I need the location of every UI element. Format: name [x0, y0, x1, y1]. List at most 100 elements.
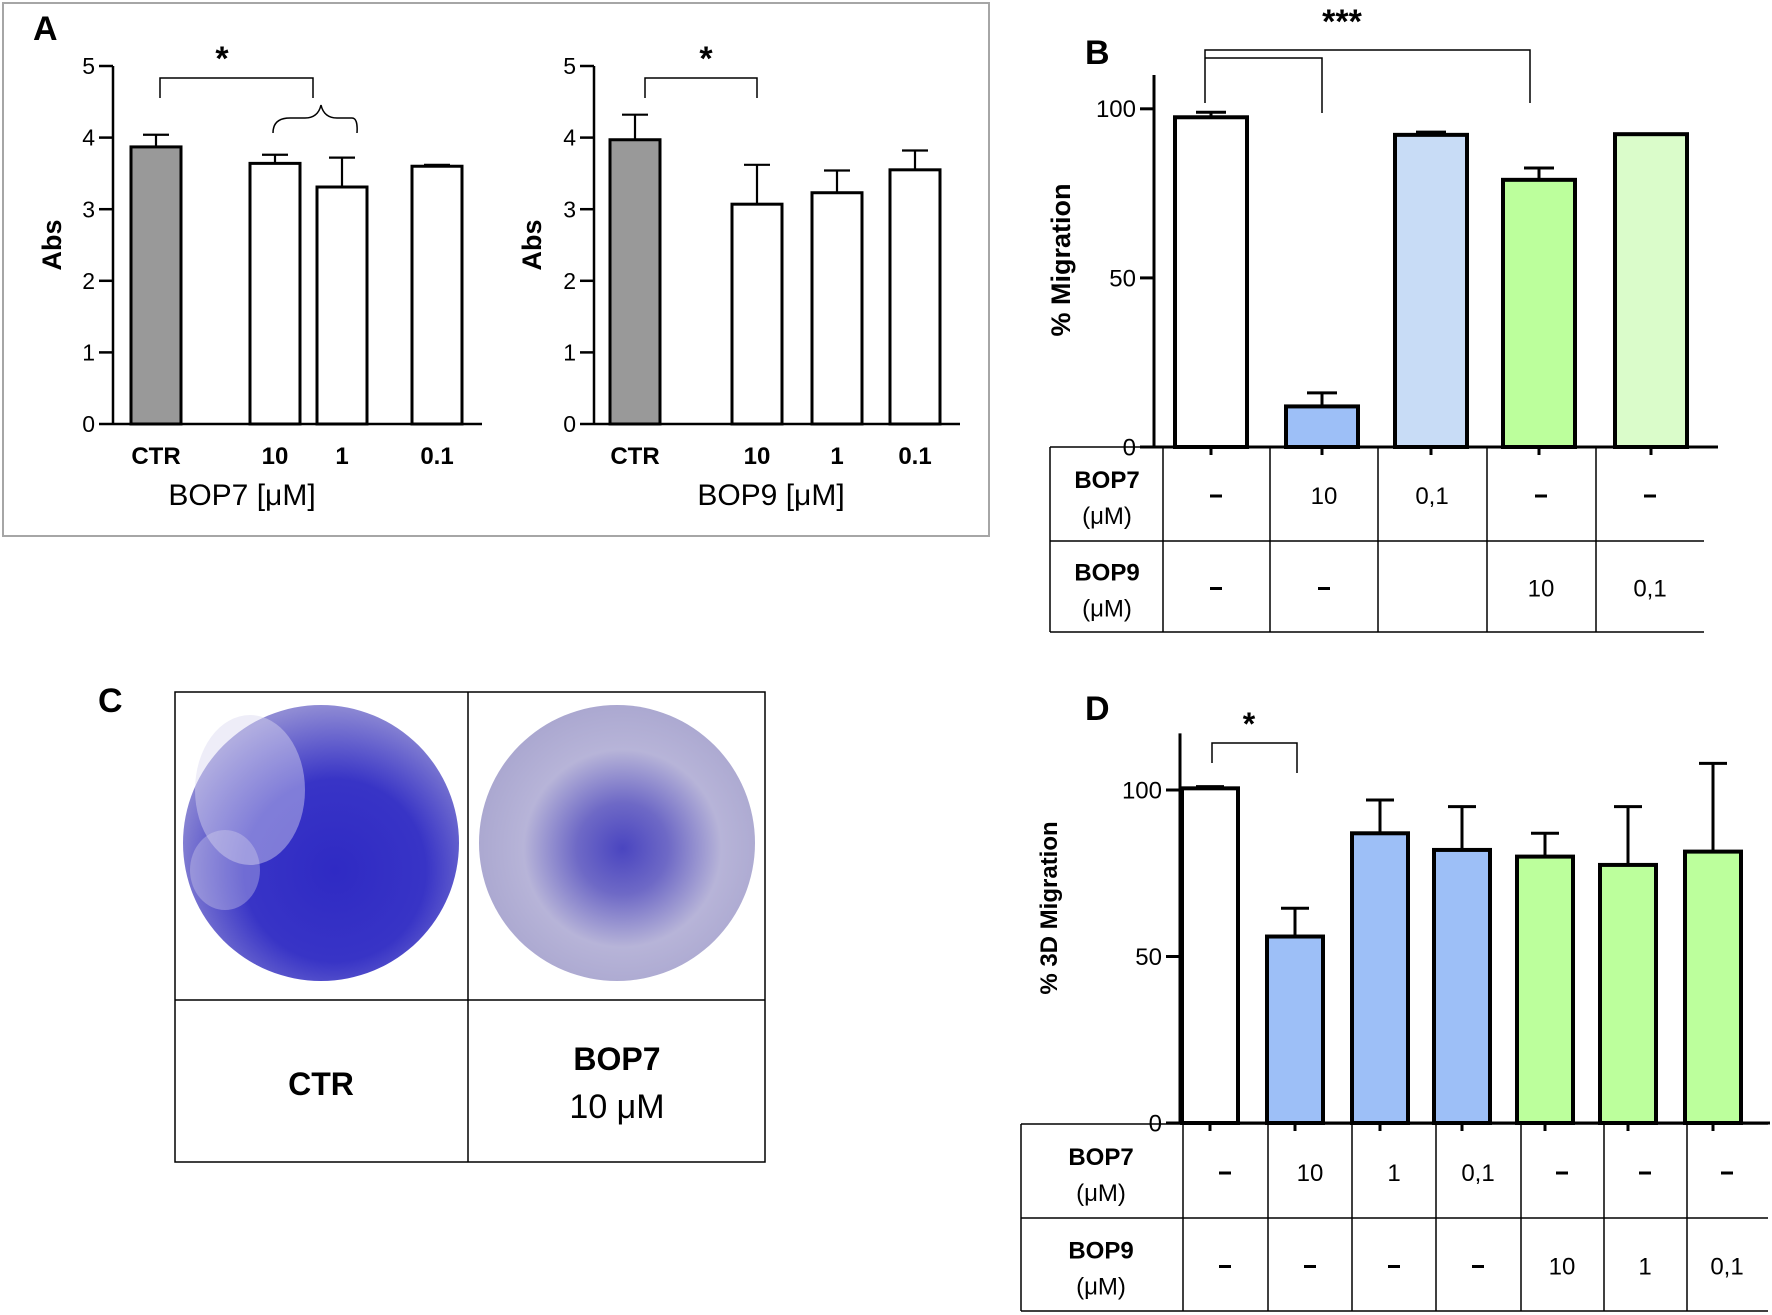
table-row-unit: (μM)	[1082, 596, 1132, 623]
table-cell-value: -	[1478, 1274, 1479, 1276]
bar	[129, 145, 183, 426]
table-cell-value: -	[1216, 503, 1217, 505]
y-tick-label: 5	[82, 53, 95, 79]
table-cell-value: 10	[1311, 483, 1338, 510]
table-cell-value: 0,1	[1415, 483, 1448, 510]
table-cell-value: -	[1394, 1274, 1395, 1276]
table-row-label: BOP7	[1068, 1144, 1133, 1171]
bar	[730, 202, 784, 426]
bar	[1501, 177, 1577, 449]
panel-b-table: BOP7 (μM) - 10 0,1 - - BOP9 (μM) - - 10 0,1	[1049, 446, 1704, 633]
significance-marker: *	[215, 40, 229, 78]
table-cell-value: -	[1562, 1180, 1563, 1182]
y-axis-title: Abs	[517, 219, 547, 270]
bar	[1265, 934, 1325, 1126]
table-cell-value: -	[1225, 1180, 1226, 1182]
y-tick-label: 100	[1096, 96, 1136, 123]
table-row-label: BOP9	[1068, 1238, 1133, 1265]
y-tick-label: 50	[1109, 265, 1136, 292]
significance-bracket	[1205, 57, 1323, 113]
significance-marker: *	[1243, 706, 1256, 742]
bar	[315, 185, 369, 426]
y-axis-title: % 3D Migration	[1036, 821, 1063, 994]
table-cell-value: 10	[1297, 1160, 1324, 1187]
bop7-dish-image	[479, 705, 755, 981]
table-cell-value: -	[1645, 1180, 1646, 1182]
panel-label-a: A	[33, 10, 58, 48]
panel-label-b: B	[1085, 34, 1110, 72]
x-tick-label: 10	[744, 443, 771, 470]
bar	[1598, 862, 1658, 1125]
y-tick-label: 1	[563, 339, 576, 365]
table-row-unit: (μM)	[1082, 503, 1132, 530]
y-tick-label: 3	[563, 196, 576, 222]
ctr-dish-highlight	[195, 715, 305, 865]
significance-bracket	[1211, 742, 1298, 773]
y-tick-label: 5	[563, 53, 576, 79]
y-tick-label: 3	[82, 196, 95, 222]
bar	[1180, 786, 1240, 1126]
table-cell-value: -	[1324, 596, 1325, 598]
table-cell-value: 0,1	[1710, 1254, 1743, 1281]
significance-bracket	[159, 77, 314, 98]
table-row-label: BOP7	[1074, 467, 1139, 494]
y-tick-label: 4	[82, 125, 95, 151]
x-axis-title: BOP9 [μM]	[697, 479, 844, 512]
table-cell-value: -	[1225, 1274, 1226, 1276]
y-tick-label: 2	[563, 268, 576, 294]
table-row-label: BOP9	[1074, 560, 1139, 587]
table-cell-value: 0,1	[1461, 1160, 1494, 1187]
y-tick-label: 0	[1123, 434, 1136, 461]
panel-d-table: BOP7 (μM) - 10 1 0,1 - - - BOP9 (μM) - - - - 10 1 0,1	[1020, 1123, 1768, 1312]
table-cell-value: -	[1216, 596, 1217, 598]
x-axis-title: BOP7 [μM]	[168, 479, 315, 512]
y-tick-label: 0	[563, 411, 576, 437]
x-tick-label: CTR	[131, 443, 180, 470]
bar	[1284, 404, 1360, 449]
table-cell-value: -	[1727, 1180, 1728, 1182]
bar	[1393, 132, 1469, 449]
table-cell-value: -	[1541, 503, 1542, 505]
significance-marker: *	[699, 40, 713, 78]
y-tick-label: 1	[82, 339, 95, 365]
significance-bracket	[644, 77, 758, 98]
bar	[1350, 831, 1410, 1125]
bar	[1432, 847, 1492, 1125]
bar	[1683, 849, 1743, 1125]
ctr-dish-highlight-2	[190, 830, 260, 910]
x-tick-label: 0.1	[898, 443, 931, 470]
y-axis-title: % Migration	[1046, 184, 1076, 337]
table-cell-value: -	[1650, 503, 1651, 505]
chart-b-migration: 0 50 100 % Migration *** BOP7 (μM) - 10 0,1 - - BOP9…	[1046, 3, 1718, 633]
significance-marker: ***	[1322, 3, 1362, 41]
panel-a-frame	[2, 2, 990, 537]
table-row-unit: (μM)	[1076, 1180, 1126, 1207]
x-tick-label: 1	[335, 443, 348, 470]
bar	[608, 138, 662, 426]
table-cell-value: 10	[1528, 576, 1555, 603]
bar	[1613, 132, 1689, 449]
x-tick-label: 10	[262, 443, 289, 470]
panel-c-ctr-label: CTR	[288, 1066, 354, 1102]
chart-a-bop9: 0 1 2 3 4 5 Abs CTR 10 1 0.1 BOP9 [μM] *	[517, 40, 960, 512]
bar	[1515, 854, 1575, 1125]
table-cell-value: -	[1310, 1274, 1311, 1276]
panel-label-d: D	[1085, 690, 1110, 728]
significance-bracket	[1204, 49, 1531, 103]
y-tick-label: 0	[82, 411, 95, 437]
bar	[810, 191, 864, 426]
table-cell-value: 10	[1549, 1254, 1576, 1281]
ctr-dish-image	[183, 705, 459, 981]
x-tick-label: 0.1	[420, 443, 453, 470]
y-tick-label: 2	[82, 268, 95, 294]
x-tick-label: 1	[830, 443, 843, 470]
table-cell-value: 0,1	[1633, 576, 1666, 603]
significance-brace	[272, 104, 358, 134]
panel-c-bop7-concentration: 10 μM	[569, 1088, 664, 1126]
table-cell-value: 1	[1387, 1160, 1400, 1187]
panel-c-frame	[174, 691, 766, 1163]
y-axis-title: Abs	[37, 219, 67, 270]
chart-a-bop7: 0 1 2 3 4 5 Abs CTR 10 1 0.1 BOP7 [μM] *	[37, 40, 482, 512]
